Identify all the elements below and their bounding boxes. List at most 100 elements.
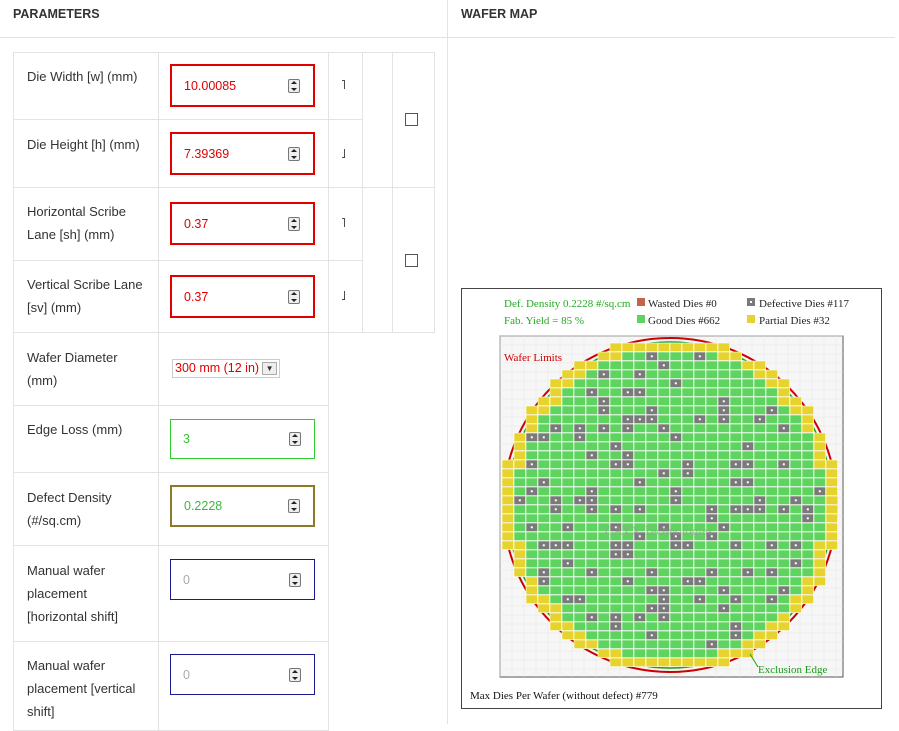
good-die <box>573 486 586 496</box>
good-die <box>537 414 550 424</box>
lock-dimensions-checkbox[interactable] <box>405 113 418 126</box>
good-die <box>741 468 754 478</box>
partial-die <box>813 558 826 568</box>
good-die <box>633 378 646 388</box>
v-scribe-input[interactable]: 0.37 <box>170 275 315 318</box>
good-die <box>777 540 790 550</box>
good-die <box>741 585 754 595</box>
good-die <box>513 468 526 478</box>
defect-dot <box>674 544 677 547</box>
defect-dot <box>662 607 665 610</box>
good-die <box>645 450 658 460</box>
chevron-down-icon[interactable]: ▼ <box>262 362 278 375</box>
partial-die <box>537 396 550 406</box>
good-die <box>621 432 634 442</box>
spinner-icon[interactable] <box>288 78 300 93</box>
die-width-input[interactable]: 10.00085 <box>170 64 315 107</box>
spinner-icon[interactable] <box>289 667 301 682</box>
edge-loss-input[interactable]: 3 <box>170 419 315 459</box>
good-die <box>741 522 754 532</box>
v-shift-input[interactable]: 0 <box>170 654 315 695</box>
good-die <box>669 630 682 640</box>
defect-dot <box>542 571 545 574</box>
good-die <box>693 405 706 415</box>
defect-dot <box>782 463 785 466</box>
good-die <box>573 441 586 451</box>
good-die <box>753 450 766 460</box>
good-die <box>549 468 562 478</box>
spinner-icon[interactable] <box>289 572 301 587</box>
h-shift-input[interactable]: 0 <box>170 559 315 600</box>
good-die <box>705 432 718 442</box>
partial-die <box>789 594 802 604</box>
partial-die <box>813 567 826 577</box>
good-die <box>633 495 646 505</box>
good-die <box>753 567 766 577</box>
good-die <box>597 639 610 649</box>
good-die <box>657 495 670 505</box>
good-die <box>657 549 670 559</box>
good-die <box>525 549 538 559</box>
good-die <box>741 621 754 631</box>
good-die <box>621 603 634 613</box>
partial-die <box>609 657 622 667</box>
partial-die <box>609 351 622 361</box>
defect-dot <box>578 427 581 430</box>
good-die <box>609 486 622 496</box>
defect-dot <box>650 409 653 412</box>
spinner-icon[interactable] <box>288 216 300 231</box>
good-die <box>753 621 766 631</box>
good-die <box>777 486 790 496</box>
good-die <box>705 585 718 595</box>
good-die <box>729 522 742 532</box>
good-die <box>717 639 730 649</box>
good-die <box>633 549 646 559</box>
good-die <box>693 522 706 532</box>
spinner-icon[interactable] <box>288 146 300 161</box>
good-die <box>585 405 598 415</box>
good-die <box>585 432 598 442</box>
good-die <box>657 639 670 649</box>
defect-dot <box>734 481 737 484</box>
defective-legend-text: Defective Dies #117 <box>759 298 850 310</box>
spinner-icon[interactable] <box>288 289 300 304</box>
good-die <box>693 558 706 568</box>
good-die <box>525 477 538 487</box>
partial-die <box>573 369 586 379</box>
good-die <box>801 522 814 532</box>
spinner-icon[interactable] <box>288 499 300 513</box>
spinner-icon[interactable] <box>289 432 301 446</box>
good-die <box>633 576 646 586</box>
good-die <box>633 603 646 613</box>
good-die <box>681 585 694 595</box>
good-die <box>609 477 622 487</box>
good-die <box>789 513 802 523</box>
partial-die <box>561 369 574 379</box>
good-die <box>585 378 598 388</box>
defect-dot <box>722 400 725 403</box>
good-die <box>657 513 670 523</box>
partial-die <box>501 495 514 505</box>
good-die <box>633 630 646 640</box>
good-die <box>813 495 826 505</box>
good-die <box>717 486 730 496</box>
good-die <box>537 495 550 505</box>
die-height-input[interactable]: 7.39369 <box>170 132 315 175</box>
good-die <box>753 396 766 406</box>
link-bracket-top-icon: ˥ <box>341 77 346 92</box>
good-die <box>777 441 790 451</box>
h-scribe-input[interactable]: 0.37 <box>170 202 315 245</box>
good-die <box>801 450 814 460</box>
good-die <box>585 594 598 604</box>
partial-die <box>585 360 598 370</box>
good-die <box>561 459 574 469</box>
good-die <box>657 630 670 640</box>
good-die <box>597 414 610 424</box>
good-die <box>561 414 574 424</box>
good-die <box>729 612 742 622</box>
defect-dot <box>734 463 737 466</box>
partial-die <box>561 630 574 640</box>
wafer-diameter-select[interactable]: 300 mm (12 in) ▼ <box>172 359 281 378</box>
defect-density-input[interactable]: 0.2228 <box>170 485 315 527</box>
lock-scribe-checkbox[interactable] <box>405 254 418 267</box>
